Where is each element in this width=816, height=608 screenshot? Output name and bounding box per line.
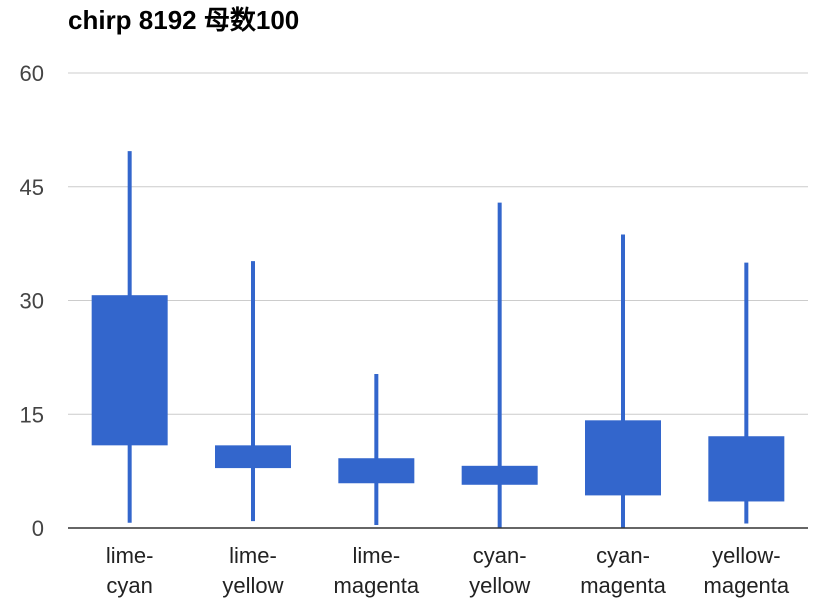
- candle-body: [585, 420, 661, 496]
- x-category-label: magenta: [334, 573, 420, 598]
- candle-yellow-magenta: [708, 262, 785, 524]
- x-axis-labels: lime-cyan lime-yellow lime-magenta cyan-yel…: [106, 543, 790, 598]
- x-category-label: cyan-: [473, 543, 527, 568]
- candle-lime-yellow: [215, 261, 291, 522]
- candle-lime-magenta: [338, 374, 415, 525]
- grid-lines: [68, 72, 808, 415]
- candle-cyan-yellow: [461, 202, 538, 528]
- x-category-label: lime-: [229, 543, 277, 568]
- x-category-label: cyan-: [596, 543, 650, 568]
- chart-title: chirp 8192 母数100: [68, 5, 300, 35]
- candle-body: [708, 436, 785, 502]
- x-category-label: magenta: [704, 573, 790, 598]
- y-tick-label-45: 45: [20, 175, 44, 200]
- candles: [91, 151, 785, 528]
- y-axis-ticks: 0 15 30 45 60: [20, 61, 44, 541]
- x-category-label: magenta: [580, 573, 666, 598]
- x-category-label: yellow: [469, 573, 530, 598]
- y-tick-label-60: 60: [20, 61, 44, 86]
- x-category-label: cyan: [106, 573, 152, 598]
- candle-body: [91, 295, 168, 446]
- candle-cyan-magenta: [585, 234, 661, 528]
- x-category-label: yellow-: [712, 543, 780, 568]
- x-category-label: yellow: [222, 573, 283, 598]
- x-category-label: lime-: [352, 543, 400, 568]
- candle-body: [461, 465, 538, 485]
- candle-body: [215, 445, 291, 469]
- y-tick-label-30: 30: [20, 289, 44, 314]
- y-tick-label-15: 15: [20, 402, 44, 427]
- y-tick-label-0: 0: [32, 516, 44, 541]
- candle-lime-cyan: [91, 151, 168, 523]
- candle-body: [338, 458, 415, 484]
- x-category-label: lime-: [106, 543, 154, 568]
